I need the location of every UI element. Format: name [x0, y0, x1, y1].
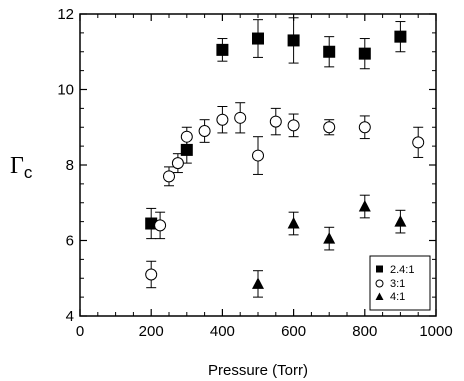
data-point-triangle — [323, 232, 336, 244]
series-1 — [145, 102, 425, 289]
data-point-square — [145, 217, 158, 230]
series-2 — [252, 194, 407, 298]
y-tick-label: 6 — [66, 233, 74, 250]
x-tick-label: 1000 — [419, 323, 452, 340]
data-point-circle — [216, 113, 229, 126]
legend: 2.4:1 3:1 4:1 — [369, 255, 431, 311]
x-axis-title: Pressure (Torr) — [208, 362, 308, 379]
legend-label-2.4-1: 2.4:1 — [390, 264, 414, 276]
x-tick-label: 800 — [352, 323, 377, 340]
y-tick-label: 10 — [57, 82, 74, 99]
data-point-square — [216, 43, 229, 56]
y-axis-title: Γc — [10, 153, 33, 182]
x-tick-label: 600 — [281, 323, 306, 340]
legend-label-4-1: 4:1 — [390, 291, 405, 303]
legend-marker-2.4-1 — [376, 265, 383, 273]
tick-labels: 0 200 400 600 800 1000 4 6 8 10 12 — [57, 6, 452, 340]
series-0 — [145, 17, 407, 240]
data-point-triangle — [358, 200, 371, 212]
axis-ticks — [79, 13, 437, 317]
data-point-circle — [180, 130, 193, 143]
x-tick-label: 200 — [139, 323, 164, 340]
x-tick-label: 0 — [76, 323, 84, 340]
y-tick-label: 8 — [66, 157, 74, 174]
y-tick-label: 12 — [57, 6, 74, 23]
data-point-circle — [163, 170, 175, 183]
data-point-circle — [358, 121, 371, 134]
data-point-circle — [252, 149, 264, 162]
data-point-square — [287, 34, 300, 47]
data-point-circle — [171, 157, 184, 170]
data-point-circle — [154, 219, 167, 232]
data-point-circle — [323, 121, 336, 134]
data-point-circle — [234, 111, 247, 124]
data-point-triangle — [252, 277, 264, 289]
data-point-square — [394, 30, 407, 43]
data-point-square — [180, 143, 193, 156]
data-point-square — [252, 32, 264, 45]
data-point-circle — [412, 136, 425, 149]
data-point-square — [358, 47, 371, 60]
legend-label-3-1: 3:1 — [390, 278, 405, 290]
data-point-circle — [198, 125, 211, 138]
data-point-triangle — [287, 217, 300, 229]
data-point-square — [323, 45, 336, 58]
y-tick-label: 4 — [66, 308, 74, 325]
legend-marker-3-1 — [375, 279, 384, 288]
x-tick-label: 400 — [210, 323, 235, 340]
legend-marker-4-1 — [375, 292, 384, 300]
data-point-circle — [269, 115, 282, 128]
data-points — [145, 17, 425, 298]
data-point-circle — [287, 119, 300, 132]
data-point-triangle — [394, 215, 407, 227]
data-point-circle — [145, 268, 158, 281]
